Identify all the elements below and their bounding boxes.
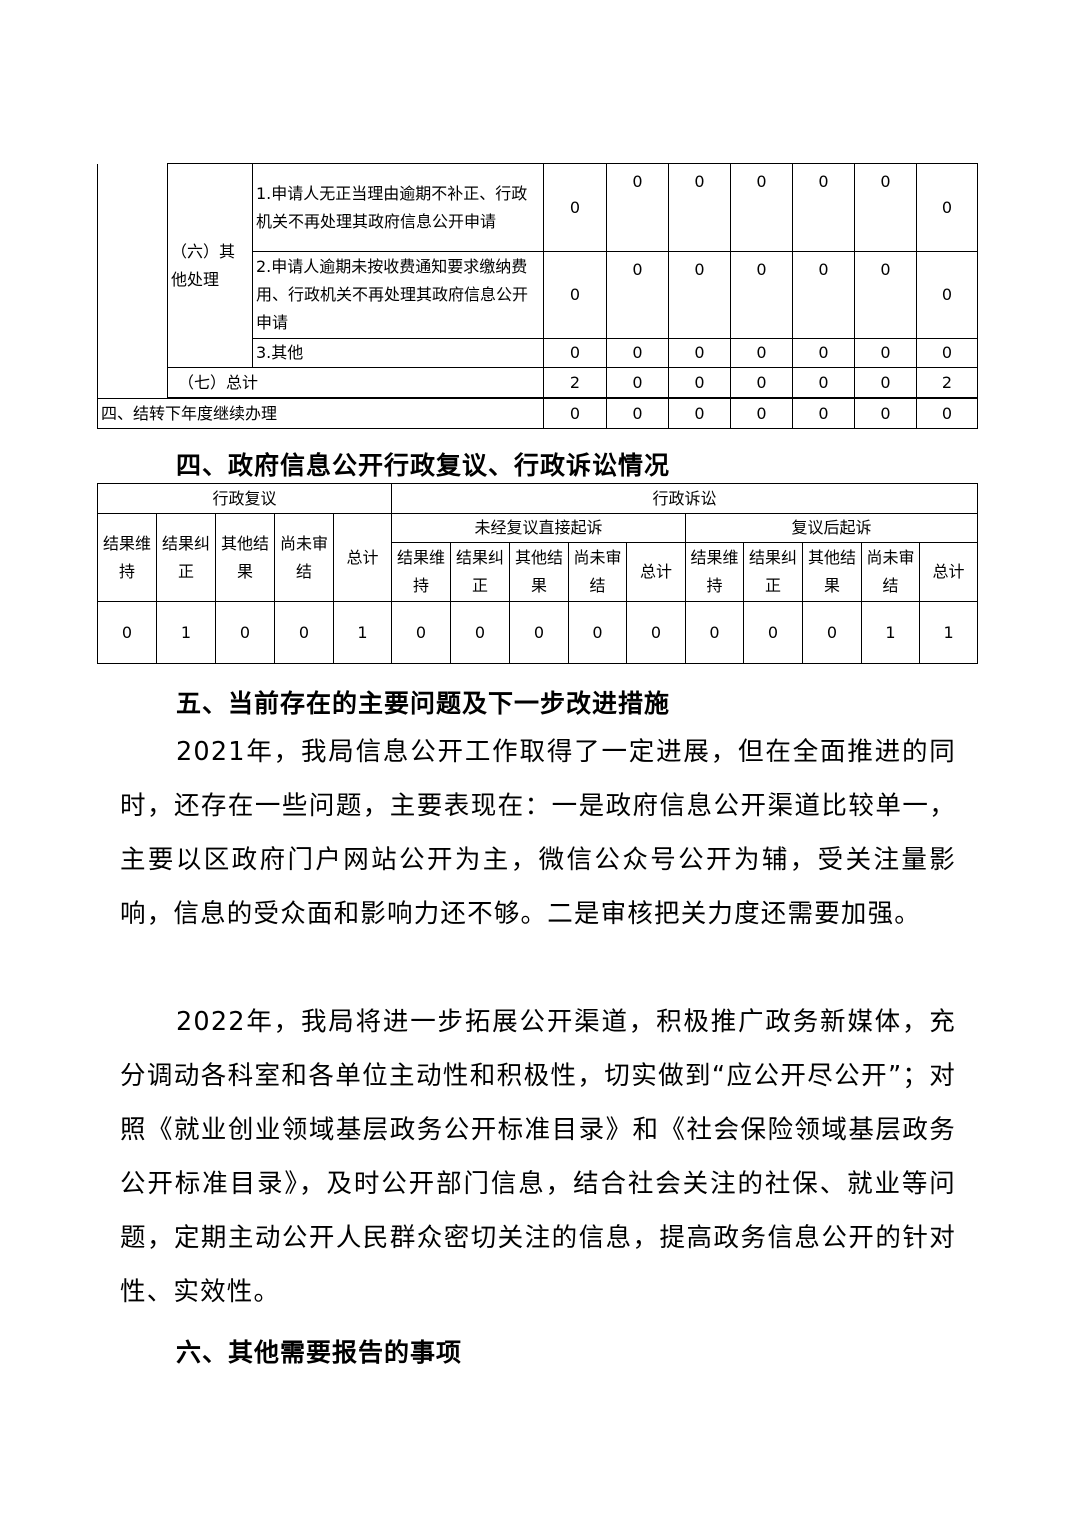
- cell: 0: [668, 398, 731, 429]
- litigation-header: 行政诉讼: [390, 483, 979, 514]
- carry-over-row: 四、结转下年度继续办理 0 0 0 0 0 0 0: [97, 398, 978, 429]
- row-label: 3.其他: [252, 338, 544, 368]
- col-header: 其他结果: [215, 513, 275, 602]
- paragraph-improvements: 2022年，我局将进一步拓展公开渠道，积极推广政务新媒体，充分调动各科室和各单位…: [120, 1007, 956, 1307]
- after-review-header: 复议后起诉: [684, 513, 979, 543]
- row-label: （七）总计: [167, 367, 544, 398]
- cell: 0: [215, 601, 275, 664]
- outer-group-cell: [97, 163, 168, 399]
- col-header: 结果维持: [391, 542, 451, 602]
- cell: 0: [606, 398, 669, 429]
- cell: 0: [743, 601, 803, 664]
- cell: 0: [730, 367, 793, 398]
- cell: 0: [792, 398, 855, 429]
- cell: 0: [274, 601, 334, 664]
- col-header: 尚未审结: [568, 542, 627, 602]
- cell: 1: [861, 601, 920, 664]
- paragraph-problems: 2021年，我局信息公开工作取得了一定进展，但在全面推进的同时，还存在一些问题，…: [120, 737, 956, 929]
- cell: 0: [792, 338, 855, 368]
- cell: 0: [792, 163, 855, 252]
- cell: 0: [391, 601, 451, 664]
- cell: 1: [333, 601, 392, 664]
- cell: 0: [543, 338, 607, 368]
- cell: 1: [156, 601, 216, 664]
- cell: 0: [854, 367, 917, 398]
- cell: 0: [450, 601, 510, 664]
- review-header: 行政复议: [97, 483, 392, 514]
- cell: 0: [854, 398, 917, 429]
- col-header: 结果纠正: [450, 542, 510, 602]
- col-header: 其他结果: [509, 542, 569, 602]
- row-label: 四、结转下年度继续办理: [97, 398, 544, 429]
- col-header: 结果纠正: [156, 513, 216, 602]
- table-row: 3.其他 0 0 0 0 0 0 0: [98, 338, 978, 368]
- cell: 0: [626, 601, 686, 664]
- section-5-heading: 五、当前存在的主要问题及下一步改进措施: [176, 689, 671, 718]
- cell: 0: [543, 163, 607, 252]
- row-label: 2.申请人逾期未按收费通知要求缴纳费用、行政机关不再处理其政府信息公开申请: [252, 251, 544, 339]
- cell: 0: [916, 338, 978, 368]
- col-header: 总计: [918, 542, 979, 602]
- cell: 0: [543, 251, 607, 339]
- cell: 0: [854, 163, 917, 252]
- col-header: 结果维持: [97, 513, 157, 602]
- cell: 0: [802, 601, 862, 664]
- application-handling-table: （六）其他处理 1.申请人无正当理由逾期不补正、行政机关不再处理其政府信息公开申…: [97, 163, 978, 429]
- col-header: 结果维持: [685, 542, 744, 602]
- cell: 0: [668, 338, 731, 368]
- col-header: 尚未审结: [274, 513, 334, 602]
- cell: 2: [543, 367, 607, 398]
- total-row: （七）总计 2 0 0 0 0 0 2: [98, 367, 978, 398]
- col-header: 总计: [626, 542, 686, 602]
- cell: 0: [606, 367, 669, 398]
- cell: 0: [854, 338, 917, 368]
- cell: 0: [668, 163, 731, 252]
- cell: 0: [685, 601, 744, 664]
- cell: 0: [916, 163, 978, 252]
- table-row: 2.申请人逾期未按收费通知要求缴纳费用、行政机关不再处理其政府信息公开申请 0 …: [98, 251, 978, 339]
- cell: 0: [854, 251, 917, 339]
- cell: 0: [509, 601, 569, 664]
- cell: 0: [606, 163, 669, 252]
- cell: 0: [606, 251, 669, 339]
- cell: 0: [668, 367, 731, 398]
- section-6-heading: 六、其他需要报告的事项: [176, 1338, 463, 1367]
- col-header: 总计: [333, 513, 392, 602]
- cell: 0: [568, 601, 627, 664]
- cell: 0: [543, 398, 607, 429]
- col-header: 尚未审结: [861, 542, 920, 602]
- section-4-heading: 四、政府信息公开行政复议、行政诉讼情况: [176, 451, 671, 480]
- cell: 0: [97, 601, 157, 664]
- table-row: （六）其他处理 1.申请人无正当理由逾期不补正、行政机关不再处理其政府信息公开申…: [97, 163, 978, 399]
- cell: 0: [730, 251, 793, 339]
- cell: 0: [730, 163, 793, 252]
- col-header: 结果纠正: [743, 542, 803, 602]
- cell: 0: [916, 398, 978, 429]
- cell: 2: [916, 367, 978, 398]
- review-litigation-table: 行政复议 行政诉讼 结果维持 结果纠正 其他结果 尚未审结 总计 未经复议直接起…: [97, 483, 979, 664]
- group-label: （六）其他处理: [167, 163, 253, 368]
- cell: 0: [916, 251, 978, 339]
- direct-suit-header: 未经复议直接起诉: [391, 513, 686, 543]
- values-row: 0 1 0 0 1 0 0 0 0 0 0 0 0 1 1: [97, 601, 979, 664]
- cell: 0: [792, 251, 855, 339]
- cell: 0: [606, 338, 669, 368]
- cell: 0: [668, 251, 731, 339]
- cell: 0: [730, 398, 793, 429]
- col-header: 其他结果: [802, 542, 862, 602]
- cell: 0: [730, 338, 793, 368]
- cell: 1: [918, 601, 979, 664]
- cell: 0: [792, 367, 855, 398]
- row-label: 1.申请人无正当理由逾期不补正、行政机关不再处理其政府信息公开申请: [252, 163, 544, 252]
